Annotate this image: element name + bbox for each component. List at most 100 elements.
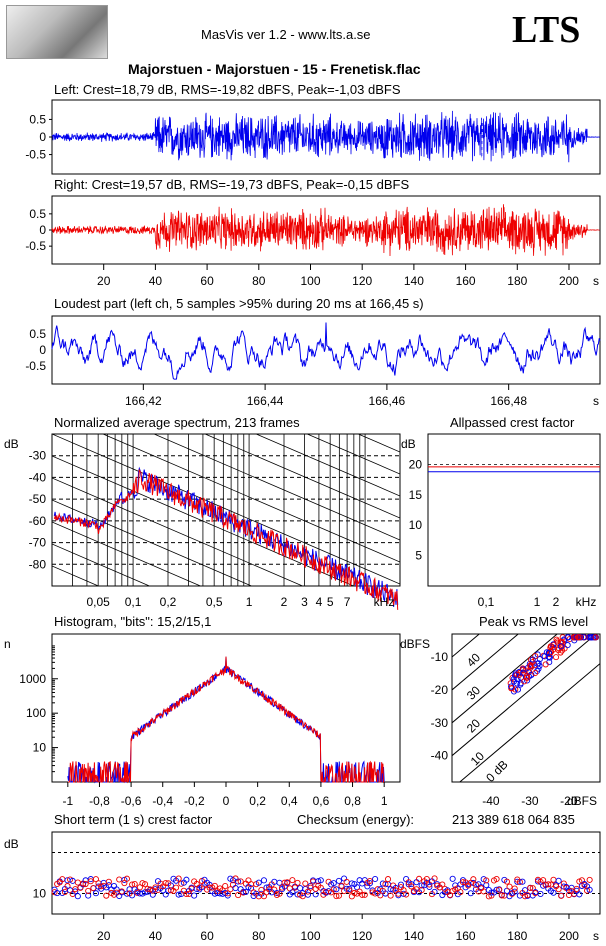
short-crest-point [555, 886, 562, 893]
peak-rms-point [590, 634, 597, 641]
short-crest-point [87, 878, 94, 885]
spectrum-slope-line [52, 521, 202, 586]
short-crest-point [555, 877, 562, 884]
short-crest-point [540, 877, 547, 884]
crest-ytick: 20 [409, 457, 423, 471]
short-crest-point [51, 889, 58, 896]
peak-rms-point [534, 667, 541, 675]
peak-rms-point [542, 661, 549, 668]
histogram-title: Histogram, "bits": 15,2/15,1 [54, 614, 212, 629]
short-crest-point [384, 876, 392, 883]
short-crest-point [196, 884, 203, 891]
short-crest-point [211, 882, 218, 889]
spectrum-ytick: -40 [29, 470, 47, 484]
peak-rms-point [546, 654, 553, 661]
short-crest-point [333, 893, 340, 900]
short-crest-point [400, 890, 407, 897]
short-crest-point [397, 881, 405, 888]
time-tick-label: 160 [456, 274, 476, 288]
spectrum-slope-line [153, 434, 400, 541]
short-crest-point [317, 877, 324, 884]
short-crest-point [260, 877, 268, 884]
short-crest-point [506, 883, 513, 890]
peak-rms-point [547, 644, 554, 651]
short-crest-point [235, 878, 242, 885]
time-tick-label: 200 [559, 274, 579, 288]
left-waveform-trace [51, 110, 600, 163]
spectrum-xtick: 3 [301, 595, 308, 609]
time-tick-label: 20 [97, 274, 111, 288]
short-crest-point [175, 891, 182, 898]
spectrum-xtick: 5 [327, 595, 334, 609]
peak-rms-xtick: -40 [482, 794, 500, 808]
short-crest-point [121, 879, 128, 887]
loudest-part-title: Loudest part (left ch, 5 samples >95% du… [54, 296, 424, 311]
short-crest-xtick: 120 [352, 929, 372, 943]
short-crest-point [382, 890, 389, 897]
short-crest-xtick: 200 [559, 929, 579, 943]
spectrum-ytick: -60 [29, 514, 47, 528]
peak-rms-point [576, 634, 583, 641]
short-crest-point [92, 890, 99, 897]
short-crest-point [586, 886, 593, 893]
short-crest-point [85, 887, 92, 894]
short-crest-point [503, 878, 510, 885]
short-crest-point [173, 884, 180, 891]
short-crest-point [550, 876, 557, 883]
short-crest-point [167, 887, 174, 894]
crest-frame [427, 433, 601, 587]
peak-rms-diagonal-label: 20 [464, 716, 484, 736]
short-crest-point [90, 885, 97, 892]
short-crest-point [431, 875, 438, 882]
peak-rms-point [508, 683, 515, 690]
peak-rms-point [523, 672, 530, 679]
peak-rms-diagonal [452, 634, 558, 724]
short-crest-point [302, 880, 309, 887]
loudest-part-trace [51, 322, 601, 380]
short-crest-point [258, 886, 265, 894]
spectrum-slope-line [52, 565, 100, 586]
loudest-ytick: 0 [39, 343, 46, 357]
short-crest-point [537, 890, 544, 897]
time-axis-unit: s [593, 274, 599, 288]
peak-rms-diagonal-label: 40 [464, 650, 484, 670]
peak-rms-point [535, 660, 542, 667]
short-crest-point [416, 875, 423, 882]
short-crest-xtick: 80 [252, 929, 266, 943]
short-crest-point [116, 876, 123, 883]
crest-factor-title: Allpassed crest factor [450, 415, 575, 430]
short-crest-point [382, 881, 389, 888]
short-crest-point [449, 875, 456, 882]
peak-rms-point [520, 669, 527, 676]
crest-xtick: kHz [576, 595, 597, 609]
crest-ytick: 10 [409, 518, 423, 532]
short-crest-point [496, 886, 503, 893]
crest-ytick: 15 [409, 488, 423, 502]
short-crest-point [558, 892, 565, 899]
spectrum-slope-line [204, 434, 400, 519]
histogram-ylabel: n [4, 637, 11, 651]
crest-xtick: 0,1 [478, 595, 495, 609]
short-crest-ytick: 10 [33, 887, 47, 901]
spectrum-slope-line [52, 499, 253, 586]
histogram-xtick: 0,4 [281, 794, 298, 808]
short-crest-point [586, 876, 593, 883]
short-crest-point [359, 891, 366, 898]
checksum-label: Checksum (energy): [297, 812, 415, 827]
short-crest-xtick: 180 [507, 929, 527, 943]
short-crest-point [431, 888, 438, 895]
short-crest-point [276, 890, 283, 897]
spectrum-slope-line [255, 434, 400, 497]
crest-ylabel: dB [401, 437, 416, 451]
spectrum-slope-line [52, 632, 400, 782]
peak-rms-diagonal-label: 0 dB [483, 757, 510, 784]
short-crest-point [85, 892, 92, 899]
peak-rms-ytick: -20 [431, 683, 449, 697]
loudest-part-frame [51, 315, 601, 385]
peak-rms-ytick: -10 [431, 650, 449, 664]
short-crest-point [361, 891, 368, 898]
short-crest-point [105, 878, 112, 885]
short-crest-point [377, 892, 384, 899]
spectrum-slope-line [52, 434, 400, 585]
